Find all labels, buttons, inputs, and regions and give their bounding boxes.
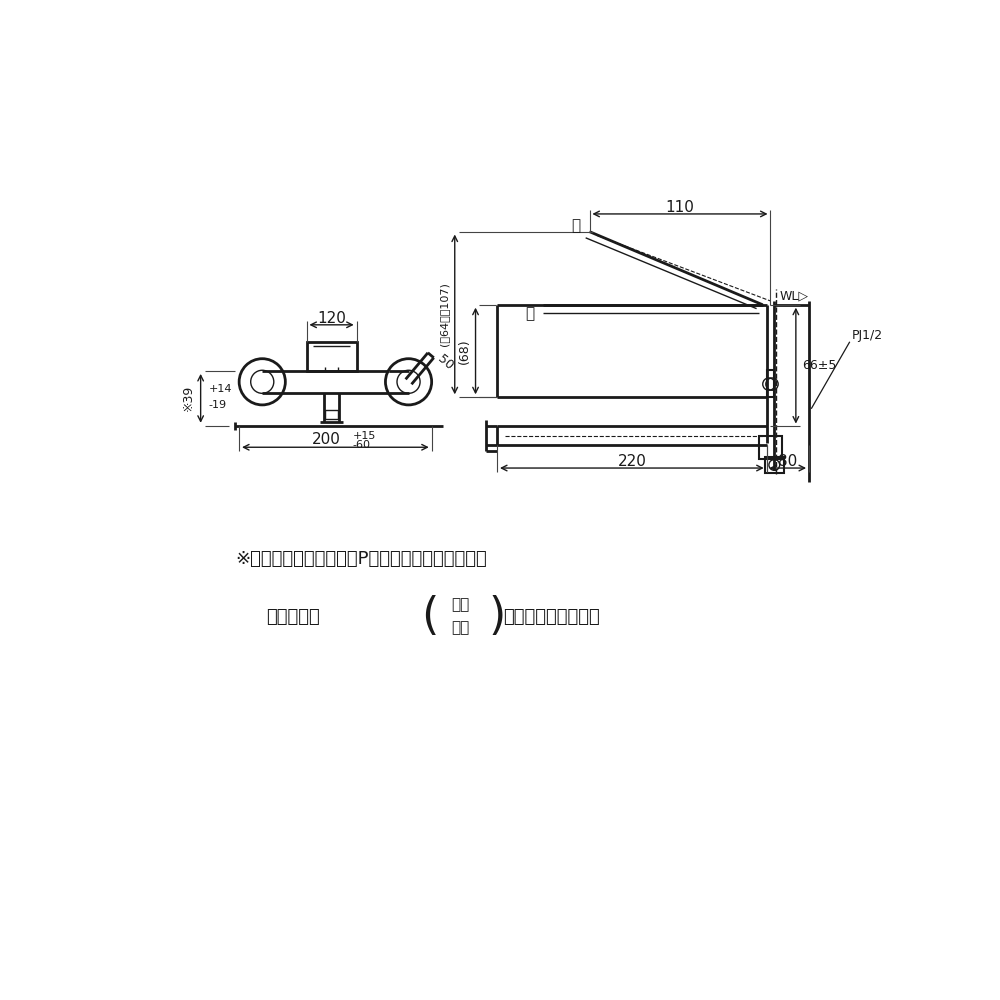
Text: WL▷: WL▷ bbox=[780, 289, 809, 302]
Text: ※39: ※39 bbox=[181, 385, 194, 411]
Text: 50: 50 bbox=[435, 352, 456, 372]
Text: (68): (68) bbox=[458, 338, 471, 364]
Text: 最大: 最大 bbox=[451, 597, 469, 612]
Bar bbox=[759, 436, 782, 459]
Text: ※印寸法は配管ピッチ（P）が最大～最小の場合を: ※印寸法は配管ピッチ（P）が最大～最小の場合を bbox=[235, 550, 487, 568]
Text: （標準寸法: （標準寸法 bbox=[266, 608, 320, 626]
Text: (: ( bbox=[421, 595, 438, 638]
Bar bbox=[325, 410, 338, 419]
Text: 200: 200 bbox=[312, 432, 341, 447]
Text: 閉: 閉 bbox=[525, 307, 534, 322]
Bar bbox=[765, 457, 784, 473]
Text: +15: +15 bbox=[352, 431, 376, 441]
Text: ）で示しています。: ）で示しています。 bbox=[503, 608, 600, 626]
Text: 66±5: 66±5 bbox=[802, 359, 836, 372]
Text: +14: +14 bbox=[208, 384, 232, 394]
Text: ): ) bbox=[488, 595, 506, 638]
Bar bbox=[767, 370, 774, 397]
Text: -60: -60 bbox=[352, 440, 370, 450]
Text: (閉64～開107): (閉64～開107) bbox=[439, 282, 449, 346]
Text: 80: 80 bbox=[778, 454, 797, 469]
Text: 220: 220 bbox=[617, 454, 646, 469]
Text: PJ1/2: PJ1/2 bbox=[851, 329, 882, 342]
Text: 110: 110 bbox=[666, 200, 694, 215]
Bar bbox=[307, 342, 357, 371]
Text: 最小: 最小 bbox=[451, 620, 469, 635]
Text: 120: 120 bbox=[317, 311, 346, 326]
Text: -19: -19 bbox=[208, 400, 226, 410]
Text: 開: 開 bbox=[571, 218, 580, 233]
